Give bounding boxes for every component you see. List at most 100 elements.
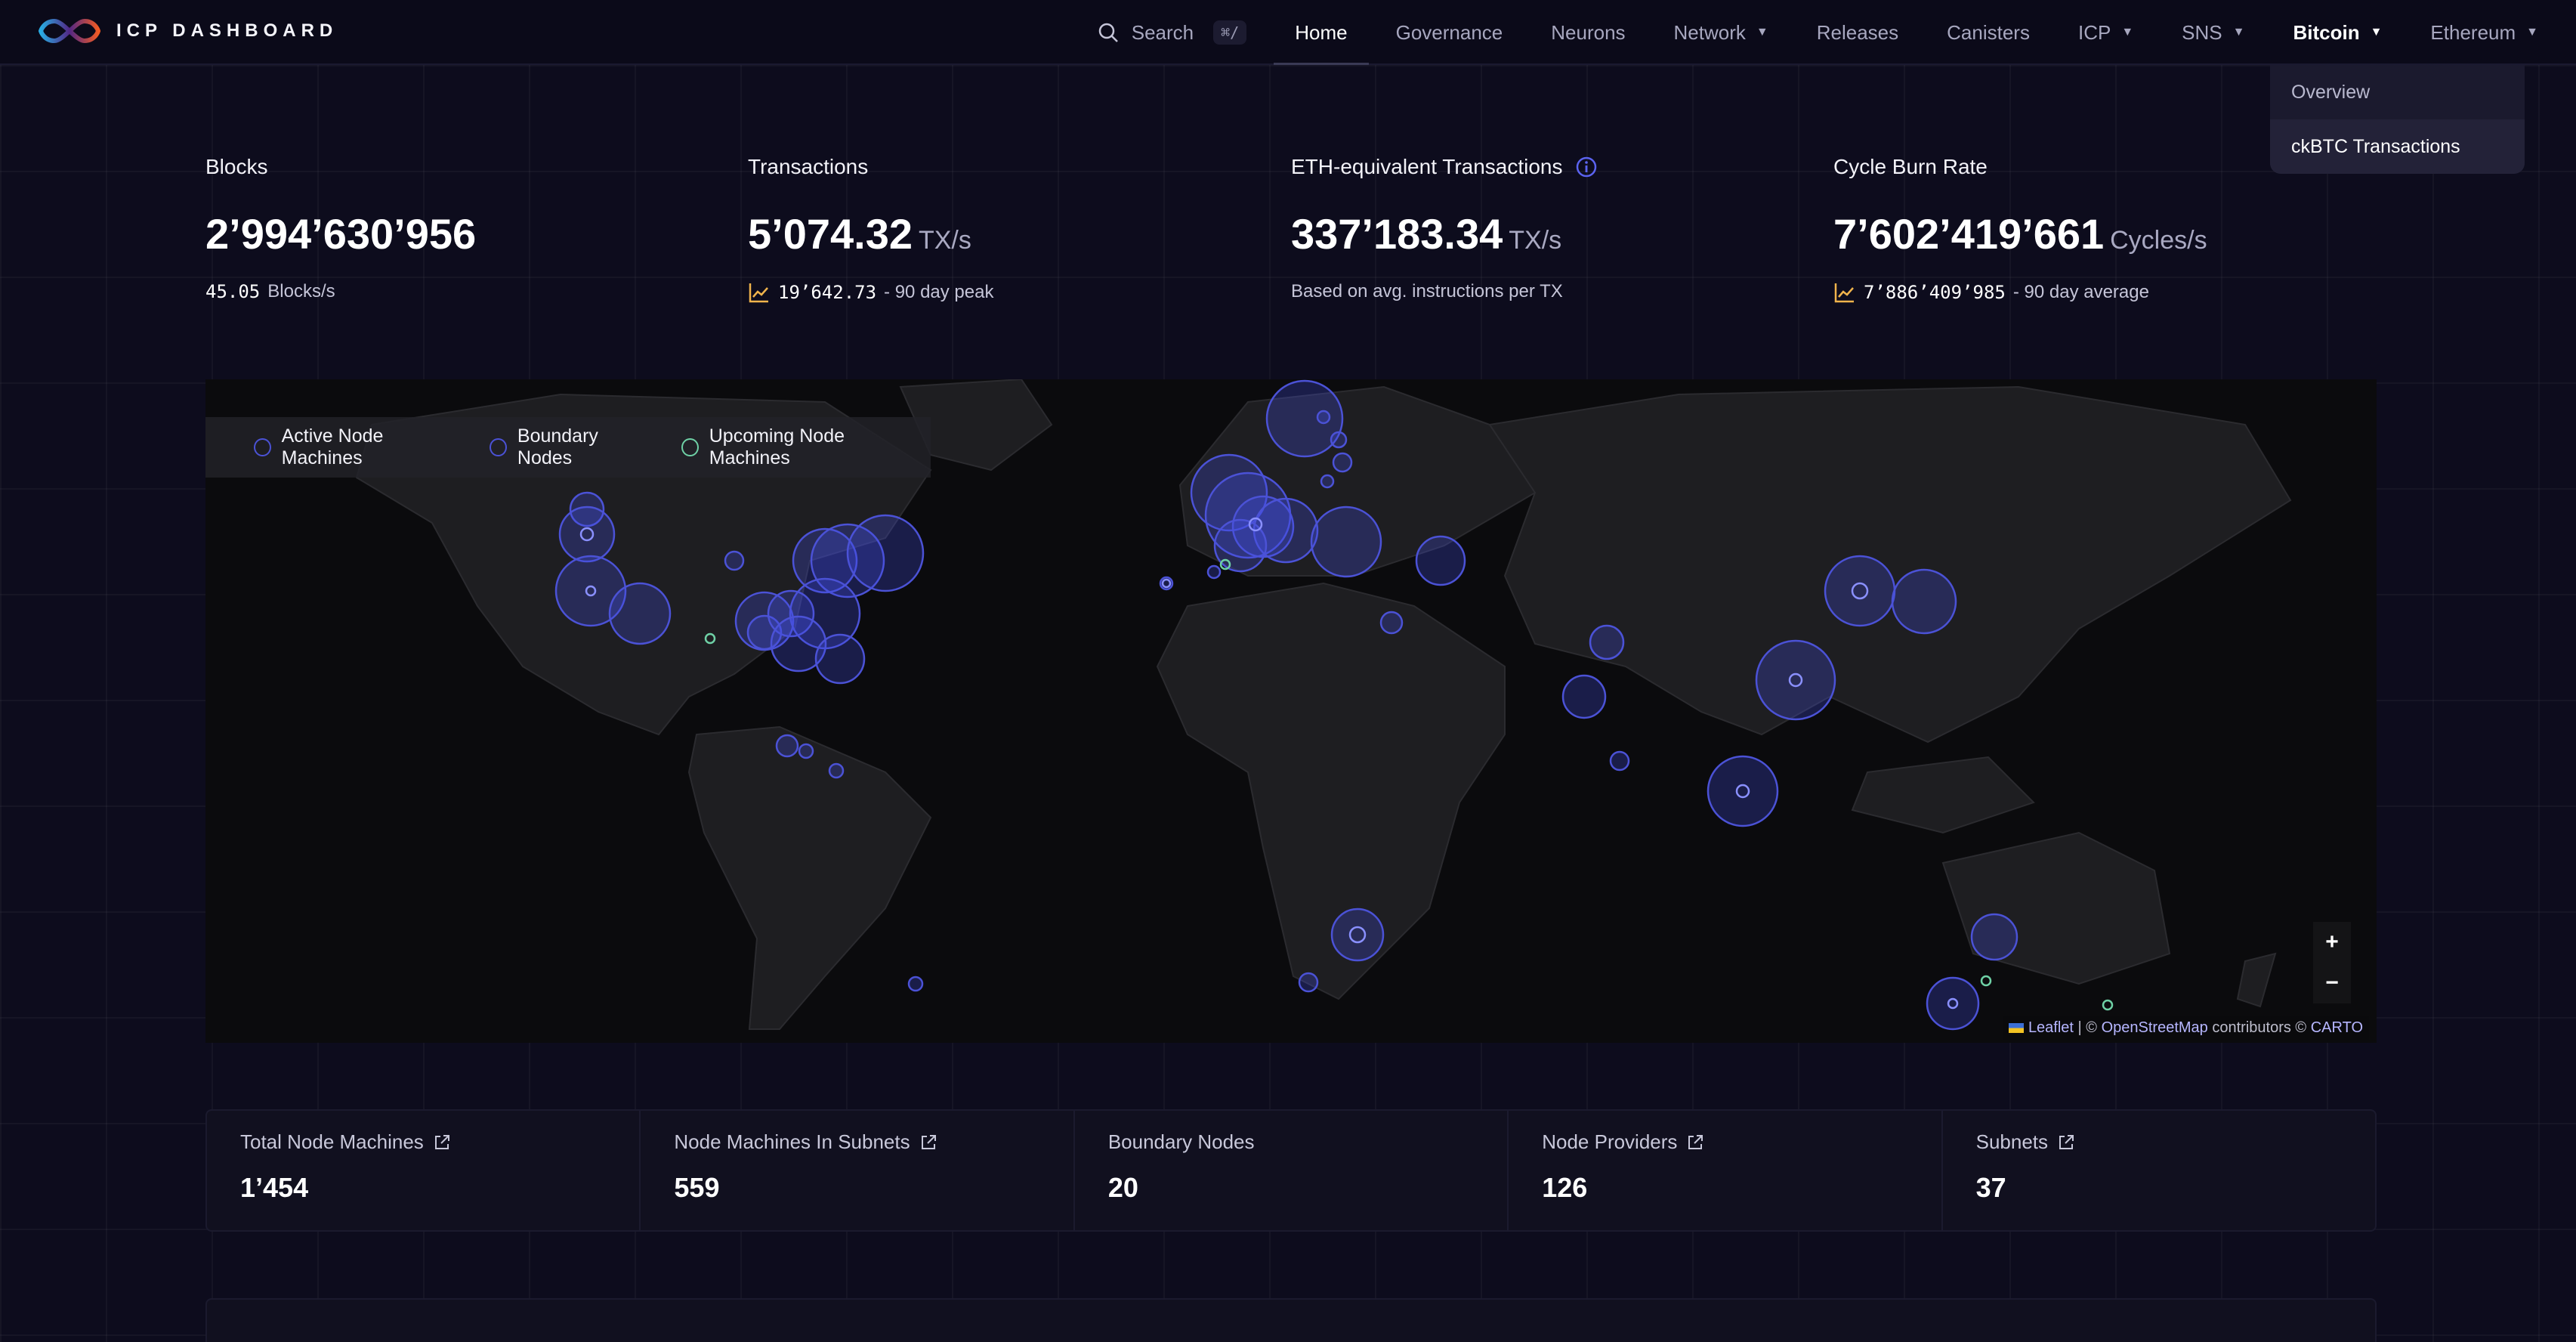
nav-governance-label: Governance [1395,20,1503,44]
card-subnets: Subnets 37 [1943,1111,2375,1230]
subnets-value: 37 [1975,1172,2006,1203]
legend-upcoming-nodes[interactable]: Upcoming Node Machines [681,425,916,469]
dropdown-item-ckbtc-transactions[interactable]: ckBTC Transactions [2270,119,2525,174]
card-node-machines-in-subnets: Node Machines In Subnets 559 [641,1111,1075,1230]
nav-home-label: Home [1295,20,1348,44]
caret-down-icon: ▼ [2232,26,2245,39]
eth-tx-note: Based on avg. instructions per TX [1291,281,1563,301]
legend-boundary-label: Boundary Nodes [517,425,598,468]
legend-active-nodes[interactable]: Active Node Machines [254,425,456,469]
map-attribution: Leaflet | © OpenStreetMap contributors ©… [2003,1016,2369,1040]
bitcoin-dropdown-menu: Overview ckBTC Transactions [2270,65,2525,174]
nav-network-label: Network [1673,20,1746,44]
card-node-providers: Node Providers 126 [1509,1111,1943,1230]
transactions-value: 5’074.32 [748,210,913,258]
search-shortcut: ⌘/ [1213,20,1247,45]
nav-releases[interactable]: Releases [1817,0,1898,65]
cycle-burn-unit: Cycles/s [2110,226,2207,255]
external-link-icon [921,1134,936,1149]
stat-eth-transactions: ETH-equivalent Transactions 337’183.34 TX… [1291,155,1598,302]
stat-cycle-burn-sub: 7’886’409’985 - 90 day average [1833,281,2207,304]
nav-canisters[interactable]: Canisters [1947,0,2030,65]
nav-network[interactable]: Network ▼ [1674,0,1768,65]
nav-releases-label: Releases [1816,20,1899,44]
node-world-map[interactable]: Active Node Machines Boundary Nodes Upco… [205,379,2377,1043]
transactions-peak-value: 19’642.73 [778,282,877,303]
openstreetmap-link[interactable]: OpenStreetMap [2101,1019,2208,1036]
legend-boundary-nodes[interactable]: Boundary Nodes [490,425,648,469]
map-legend: Active Node Machines Boundary Nodes Upco… [205,417,931,478]
zoom-in-button[interactable]: + [2313,922,2351,963]
stat-cycle-burn-label: Cycle Burn Rate [1833,155,1988,178]
cycle-burn-value: 7’602’419’661 [1833,210,2105,258]
stat-transactions: Transactions 5’074.32 TX/s 19’642.73 - 90… [748,155,993,304]
carto-link[interactable]: CARTO [2310,1019,2363,1036]
card-label: Boundary Nodes [1108,1130,1507,1154]
bottom-panel [205,1298,2377,1342]
leaflet-link[interactable]: Leaflet [2028,1019,2074,1036]
nav-bitcoin[interactable]: Bitcoin ▼ [2293,0,2382,65]
nav-icp-label: ICP [2077,20,2111,44]
stat-blocks-sub: 45.05 Blocks/s [205,281,476,302]
total-node-machines-label: Total Node Machines [240,1130,424,1153]
card-label[interactable]: Subnets [1976,1130,2375,1154]
ukraine-flag-icon [2009,1023,2025,1034]
legend-upcoming-label: Upcoming Node Machines [709,425,845,468]
nav-neurons[interactable]: Neurons [1551,0,1625,65]
cycle-burn-average-label: - 90 day average [2012,282,2149,302]
cycle-burn-average-value: 7’886’409’985 [1864,282,2006,303]
nav-home[interactable]: Home [1274,0,1370,65]
card-label[interactable]: Node Machines In Subnets [674,1130,1073,1154]
zoom-control: + − [2313,922,2351,1003]
stat-blocks-label: Blocks [205,155,268,178]
boundary-nodes-value: 20 [1107,1172,1138,1203]
nav-sns-label: SNS [2182,20,2222,44]
node-providers-value: 126 [1542,1172,1588,1203]
app-title: ICP DASHBOARD [116,20,338,41]
legend-dot-icon [490,438,507,456]
caret-down-icon: ▼ [1756,26,1768,39]
dropdown-item-overview[interactable]: Overview [2291,81,2371,103]
search-button[interactable]: Search ⌘/ [1097,0,1247,65]
card-total-node-machines: Total Node Machines 1’454 [207,1111,641,1230]
nav-icp[interactable]: ICP ▼ [2078,0,2133,65]
world-map-graphic [355,379,2292,1031]
nav-neurons-label: Neurons [1551,20,1626,44]
info-icon[interactable] [1575,156,1598,178]
nav-ethereum[interactable]: Ethereum ▼ [2430,0,2538,65]
attribution-contributors: contributors © [2207,1019,2311,1036]
nav-canisters-label: Canisters [1947,20,2030,44]
stat-transactions-sub: 19’642.73 - 90 day peak [748,281,993,304]
blocks-value: 2’994’630’956 [205,210,477,258]
stat-transactions-value: 5’074.32 TX/s [748,209,993,258]
node-providers-label: Node Providers [1542,1130,1678,1153]
nav-governance[interactable]: Governance [1396,0,1503,65]
chart-trend-icon [749,283,768,303]
stat-eth-value: 337’183.34 TX/s [1291,209,1598,258]
logo[interactable]: ICP DASHBOARD [38,15,338,47]
eth-tx-unit: TX/s [1509,226,1562,255]
total-node-machines-value: 1’454 [240,1172,309,1203]
network-stats-cards: Total Node Machines 1’454 Node Machines … [205,1109,2377,1232]
card-label[interactable]: Node Providers [1542,1130,1941,1154]
nav-bitcoin-label: Bitcoin [2293,20,2360,44]
caret-down-icon: ▼ [2526,26,2538,39]
caret-down-icon: ▼ [2121,26,2134,39]
legend-dot-icon [681,438,699,456]
card-label[interactable]: Total Node Machines [240,1130,639,1154]
caret-down-icon: ▼ [2370,26,2383,39]
eth-tx-value: 337’183.34 [1291,210,1503,258]
node-machines-in-subnets-value: 559 [674,1172,720,1203]
infinity-logo-icon [38,18,101,44]
external-link-icon [434,1134,449,1149]
boundary-nodes-label: Boundary Nodes [1107,1130,1255,1153]
stat-blocks-value: 2’994’630’956 [205,209,476,258]
nav-sns[interactable]: SNS ▼ [2182,0,2244,65]
search-icon [1098,23,1118,42]
stat-eth-sub: Based on avg. instructions per TX [1291,281,1598,302]
external-link-icon [1688,1134,1703,1149]
blocks-per-second-value: 45.05 [205,281,261,302]
zoom-out-button[interactable]: − [2313,963,2351,1003]
top-nav: ICP DASHBOARD Search ⌘/ Home Governance … [0,0,2576,65]
stat-cycle-burn: Cycle Burn Rate 7’602’419’661 Cycles/s 7’… [1833,155,2207,304]
